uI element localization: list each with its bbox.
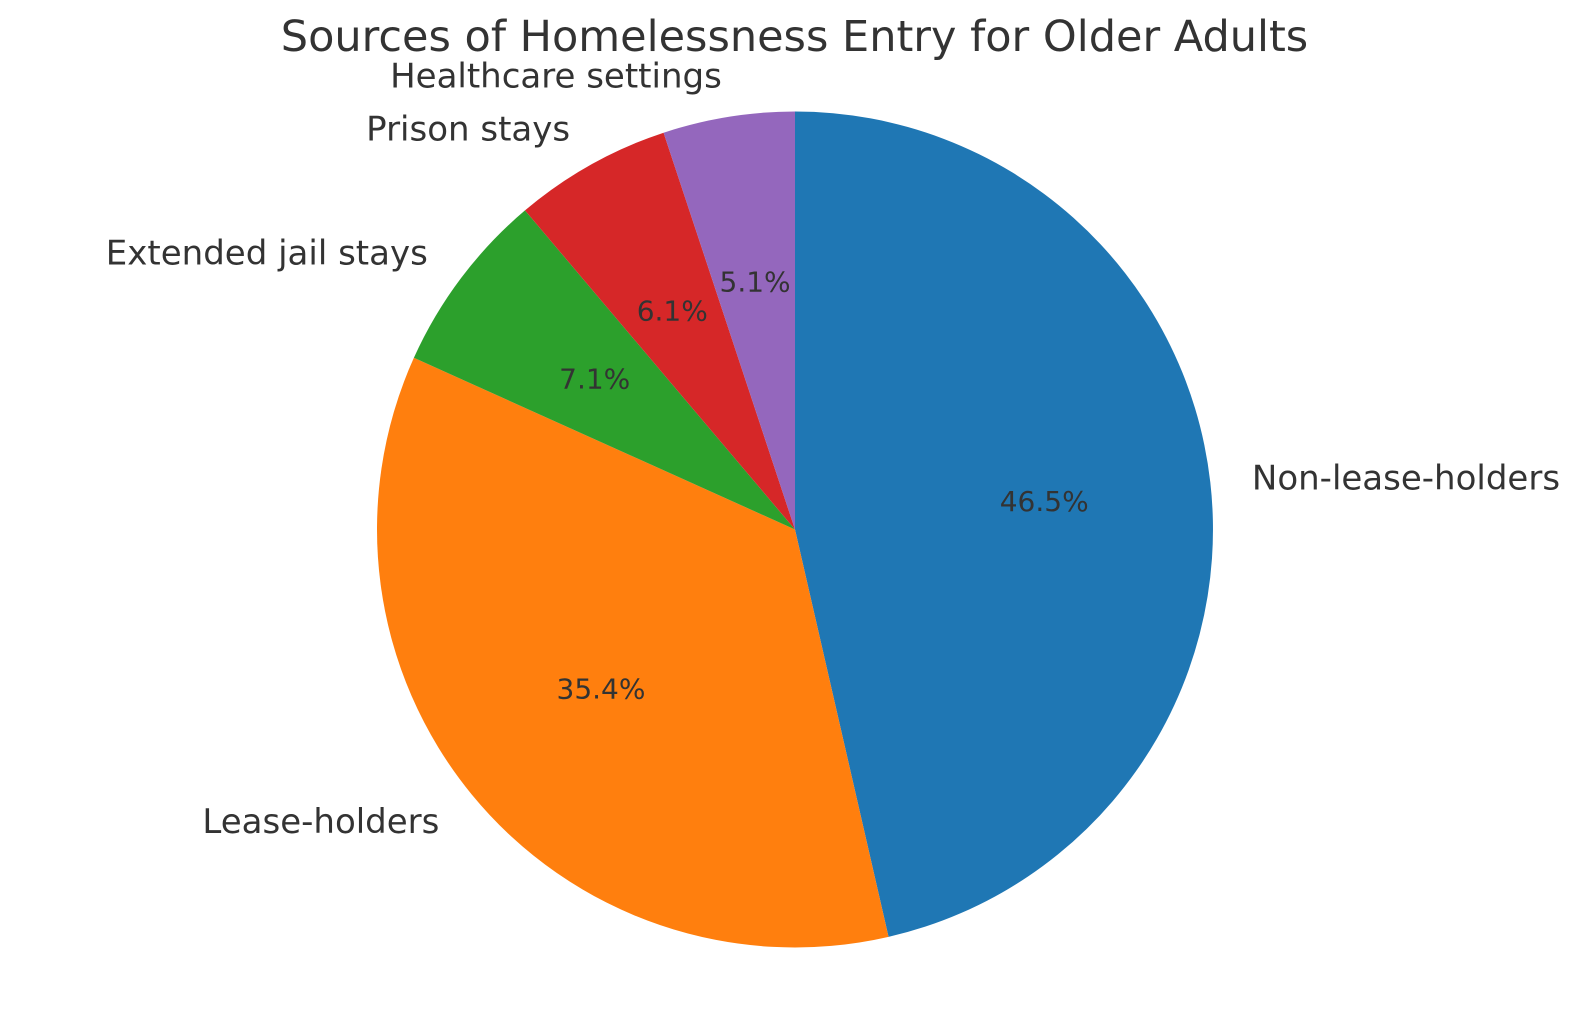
slice-percentage-prison-stays: 6.1% <box>637 295 708 328</box>
slice-percentage-healthcare-settings: 5.1% <box>720 266 791 299</box>
pie-slice-lease-holders <box>377 357 889 948</box>
slice-percentage-lease-holders: 35.4% <box>557 672 646 705</box>
slice-label-prison-stays: Prison stays <box>366 109 570 149</box>
pie-slice-prison-stays <box>524 132 795 530</box>
slice-label-lease-holders: Lease-holders <box>202 802 439 842</box>
slice-percentage-non-lease-holders: 46.5% <box>1000 485 1089 518</box>
slice-label-healthcare-settings: Healthcare settings <box>390 57 722 97</box>
slice-percentage-extended-jail-stays: 7.1% <box>559 362 630 395</box>
pie-slice-non-lease-holders <box>795 111 1213 937</box>
chart-title: Sources of Homelessness Entry for Older … <box>280 12 1309 62</box>
pie-slice-healthcare-settings <box>663 111 795 530</box>
slice-label-non-lease-holders: Non-lease-holders <box>1252 459 1560 499</box>
pie-slice-extended-jail-stays <box>413 210 795 530</box>
slice-label-extended-jail-stays: Extended jail stays <box>106 234 428 274</box>
